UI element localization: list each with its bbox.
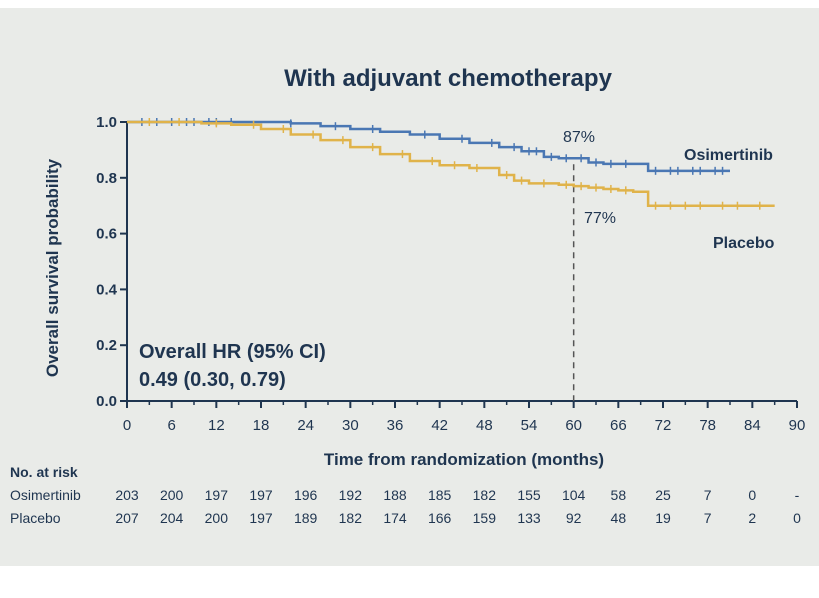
- y-tick-label: 1.0: [96, 114, 117, 131]
- x-tick-label: 12: [208, 417, 225, 434]
- risk-value: 192: [339, 487, 363, 503]
- y-tick-label: 0.4: [96, 281, 118, 298]
- risk-value: 188: [383, 487, 407, 503]
- risk-value: 104: [562, 487, 586, 503]
- risk-value: 200: [160, 487, 184, 503]
- y-tick-label: 0.0: [96, 393, 117, 410]
- survival-curves: [127, 118, 775, 210]
- risk-value: 174: [383, 510, 407, 526]
- x-tick-label: 18: [253, 417, 270, 434]
- risk-table-values: 203 200 197 197 196 192 188 185 182 155 104 58 25 7 0-…: [115, 487, 801, 526]
- x-tick-label: 42: [431, 417, 448, 434]
- risk-value: 0: [748, 487, 756, 503]
- chart-panel: With adjuvant chemotherapy Overall survi…: [0, 8, 819, 566]
- y-axis-label: Overall survival probability: [43, 158, 62, 377]
- risk-value: 182: [473, 487, 497, 503]
- placebo-60m-label: 77%: [584, 210, 616, 227]
- risk-value: 196: [294, 487, 318, 503]
- risk-value: -: [795, 487, 800, 503]
- risk-value: 189: [294, 510, 318, 526]
- risk-value: 25: [655, 487, 671, 503]
- x-tick-label: 30: [342, 417, 359, 434]
- risk-value: 203: [115, 487, 139, 503]
- risk-value: 197: [249, 510, 273, 526]
- x-tick-label: 24: [297, 417, 314, 434]
- risk-value: 0: [793, 510, 801, 526]
- x-tick-label: 0: [123, 417, 131, 434]
- risk-value: 19: [655, 510, 671, 526]
- risk-value: 155: [517, 487, 541, 503]
- risk-value: 2: [748, 510, 756, 526]
- risk-table-title: No. at risk: [10, 464, 78, 480]
- survival-chart: With adjuvant chemotherapy Overall survi…: [10, 65, 806, 526]
- risk-value: 7: [704, 487, 712, 503]
- risk-value: 92: [566, 510, 582, 526]
- x-tick-label: 78: [699, 417, 716, 434]
- x-tick-label: 72: [655, 417, 672, 434]
- x-ticks: 0 6 12 18 24 30 36 42 48 54 60 66 72 78 84 90: [123, 401, 806, 434]
- curve-placebo: [127, 118, 775, 210]
- hazard-ratio-value: 0.49 (0.30, 0.79): [139, 369, 286, 391]
- x-tick-label: 54: [521, 417, 538, 434]
- y-ticks: 0.0 0.2 0.4 0.6 0.8 1.0: [96, 114, 127, 410]
- y-tick-label: 0.6: [96, 226, 117, 243]
- risk-value: 48: [611, 510, 627, 526]
- series-label-osimertinib: Osimertinib: [684, 147, 773, 164]
- hazard-ratio-title: Overall HR (95% CI): [139, 341, 326, 363]
- risk-value: 7: [704, 510, 712, 526]
- risk-value: 204: [160, 510, 184, 526]
- series-label-placebo: Placebo: [713, 235, 775, 252]
- x-tick-label: 6: [167, 417, 175, 434]
- risk-value: 182: [339, 510, 363, 526]
- y-tick-label: 0.2: [96, 337, 117, 354]
- x-tick-label: 48: [476, 417, 493, 434]
- risk-value: 133: [517, 510, 541, 526]
- y-tick-label: 0.8: [96, 170, 117, 187]
- x-axis-label: Time from randomization (months): [324, 450, 604, 469]
- curve-line-osimertinib: [127, 120, 730, 173]
- x-tick-label: 36: [387, 417, 404, 434]
- risk-value: 58: [611, 487, 627, 503]
- risk-row-name-osimertinib: Osimertinib: [10, 487, 81, 503]
- x-tick-label: 60: [565, 417, 582, 434]
- risk-value: 197: [249, 487, 273, 503]
- risk-value: 197: [205, 487, 229, 503]
- risk-value: 185: [428, 487, 452, 503]
- risk-value: 200: [205, 510, 229, 526]
- risk-value: 166: [428, 510, 452, 526]
- osimertinib-60m-label: 87%: [563, 129, 595, 146]
- curve-line-placebo: [127, 120, 775, 207]
- risk-row-name-placebo: Placebo: [10, 510, 61, 526]
- risk-value: 159: [473, 510, 497, 526]
- risk-value: 207: [115, 510, 139, 526]
- chart-title: With adjuvant chemotherapy: [284, 65, 612, 92]
- x-tick-label: 84: [744, 417, 761, 434]
- x-tick-label: 90: [789, 417, 806, 434]
- x-tick-label: 66: [610, 417, 627, 434]
- curve-osimertinib: [127, 118, 730, 175]
